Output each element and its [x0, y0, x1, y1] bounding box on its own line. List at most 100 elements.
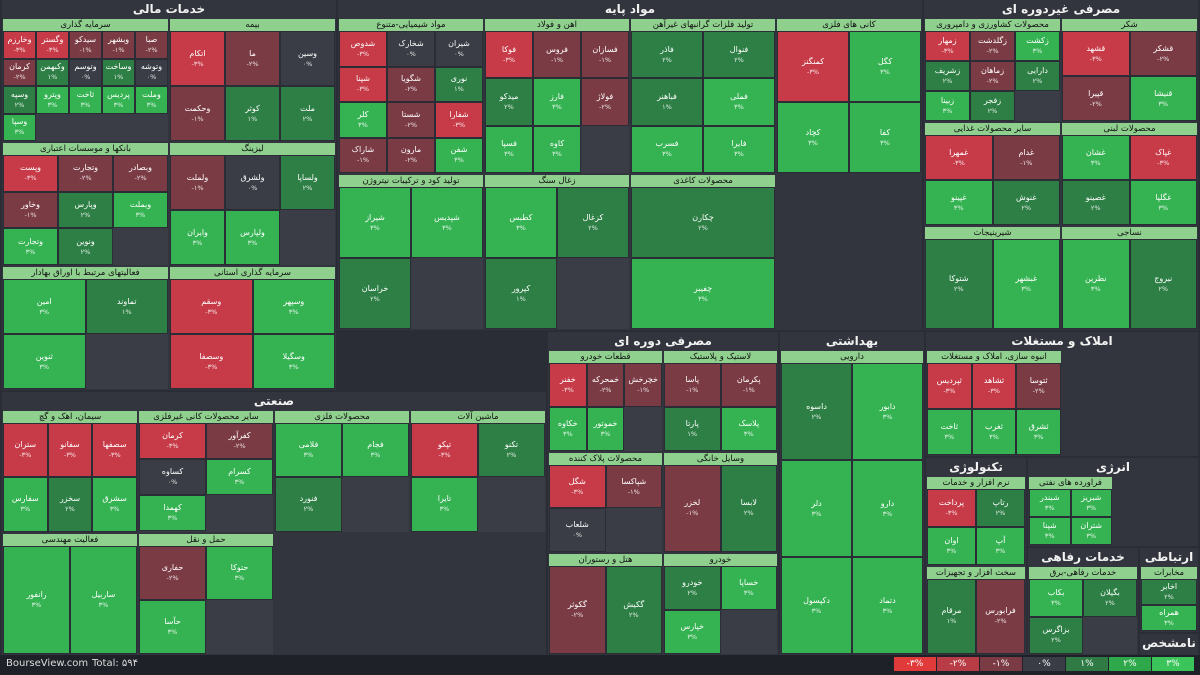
stock-tile[interactable]: شگویا -۲% — [387, 66, 435, 102]
stock-tile[interactable]: کاوه ۳% — [533, 125, 581, 173]
stock-tile[interactable]: وسپهر ۳% — [252, 279, 335, 334]
stock-tile[interactable]: غبشهر ۳% — [992, 239, 1060, 329]
stock-tile[interactable]: فارز ۳% — [533, 78, 581, 126]
stock-tile[interactable]: قشکر -۲% — [1129, 31, 1197, 76]
stock-tile[interactable]: پاسا -۱% — [664, 363, 721, 407]
stock-tile[interactable]: شفارا -۳% — [435, 102, 483, 138]
stock-tile[interactable]: شیراز ۳% — [339, 187, 411, 258]
stock-tile[interactable]: اوان ۳% — [927, 526, 976, 565]
stock-tile[interactable]: اتکام -۳% — [170, 31, 225, 86]
stock-tile[interactable]: کمنگنز -۳% — [777, 31, 849, 102]
stock-tile[interactable]: شپاکسا -۱% — [605, 464, 662, 509]
stock-tile[interactable]: فملی ۳% — [703, 78, 775, 126]
stock-tile[interactable]: بزاگرس ۲% — [1029, 616, 1083, 654]
stock-tile[interactable]: وپست -۳% — [3, 155, 58, 192]
stock-tile[interactable]: وسپه ۲% — [3, 86, 36, 114]
stock-tile[interactable]: پکرمان -۱% — [720, 363, 777, 407]
stock-tile[interactable]: کزغال ۲% — [557, 187, 629, 258]
stock-tile[interactable]: اخابر ۲% — [1141, 579, 1197, 605]
stock-tile[interactable]: ولساپا ۲% — [280, 155, 335, 210]
stock-tile[interactable]: زکشت ۳% — [1015, 31, 1060, 61]
stock-tile[interactable]: وسین ۰% — [280, 31, 335, 86]
stock-tile[interactable]: غپاک -۳% — [1129, 135, 1197, 180]
stock-tile[interactable]: دلر ۳% — [781, 460, 852, 557]
stock-tile[interactable]: وبملت ۳% — [113, 191, 168, 229]
stock-tile[interactable]: کچاد ۳% — [777, 102, 849, 173]
stock-tile[interactable]: فرابورس -۲% — [976, 578, 1025, 654]
stock-tile[interactable]: وتوسم ۰% — [69, 58, 102, 86]
stock-tile[interactable]: وبشهر -۱% — [102, 31, 135, 59]
stock-tile[interactable]: پردیس ۳% — [102, 86, 135, 114]
stock-tile[interactable]: شستا -۲% — [387, 102, 435, 138]
stock-tile[interactable]: سشرق ۳% — [92, 477, 137, 532]
stock-tile[interactable]: رانفور ۳% — [3, 545, 70, 654]
stock-tile[interactable]: کپرور ۱% — [485, 258, 557, 329]
stock-tile[interactable]: تکنو ۲% — [478, 423, 545, 478]
stock-tile[interactable]: ثاخت ۳% — [69, 86, 102, 114]
stock-tile[interactable]: غصینو ۲% — [1062, 180, 1130, 225]
stock-tile[interactable]: دتماد ۳% — [852, 557, 923, 654]
stock-tile[interactable]: فاذر ۲% — [631, 31, 703, 79]
stock-tile[interactable]: فسرب ۳% — [631, 125, 703, 173]
stock-tile[interactable]: سصفها -۳% — [92, 423, 137, 478]
stock-tile[interactable]: کرمان -۳% — [139, 423, 206, 460]
stock-tile[interactable]: قنیشا ۳% — [1129, 76, 1197, 121]
stock-tile[interactable]: وسپا ۳% — [3, 113, 36, 141]
stock-tile[interactable]: پلاسک ۳% — [720, 406, 777, 451]
stock-tile[interactable]: زبینا ۳% — [925, 91, 970, 121]
stock-tile[interactable]: شپنا ۳% — [1029, 517, 1071, 545]
stock-tile[interactable]: سخزر ۲% — [47, 477, 93, 532]
stock-tile[interactable]: کسرام ۳% — [206, 459, 273, 496]
stock-tile[interactable]: شپدیس ۳% — [411, 187, 483, 258]
stock-tile[interactable]: وملت ۳% — [135, 86, 168, 114]
stock-tile[interactable]: فباهنر ۱% — [631, 78, 703, 126]
stock-tile[interactable]: زفجر ۲% — [970, 91, 1015, 121]
stock-tile[interactable]: دابور ۳% — [852, 363, 923, 460]
stock-tile[interactable]: لابسا ۲% — [720, 464, 777, 553]
stock-tile[interactable]: نطرین ۳% — [1062, 239, 1130, 329]
stock-tile[interactable]: کگل ۳% — [849, 31, 921, 102]
stock-tile[interactable]: غمهرا -۳% — [925, 135, 993, 180]
stock-tile[interactable]: کفرآور -۲% — [206, 423, 273, 460]
stock-tile[interactable]: وتجارت -۲% — [58, 155, 113, 192]
stock-tile[interactable]: فولاژ -۲% — [581, 78, 629, 126]
stock-tile[interactable]: وساخت ۱% — [102, 58, 135, 86]
stock-tile[interactable]: وتوشه ۰% — [135, 58, 168, 86]
stock-tile[interactable]: بکاب ۳% — [1029, 579, 1083, 617]
stock-tile[interactable]: کهمدا ۳% — [139, 495, 206, 532]
stock-tile[interactable]: خموتور ۳% — [586, 406, 625, 451]
stock-tile[interactable]: قشهد -۳% — [1062, 31, 1130, 76]
stock-tile[interactable]: زمهار -۳% — [925, 31, 970, 61]
stock-tile[interactable]: کرمان -۲% — [3, 58, 36, 86]
stock-tile[interactable]: ولپارس ۳% — [225, 210, 280, 265]
stock-tile[interactable]: خچرخش -۱% — [624, 363, 662, 407]
stock-tile[interactable]: کلر ۳% — [339, 102, 387, 138]
stock-tile[interactable]: دارایی ۲% — [1015, 61, 1060, 91]
stock-tile[interactable]: قپیرا -۲% — [1062, 76, 1130, 121]
stock-tile[interactable]: فسازان -۱% — [581, 31, 629, 79]
stock-tile[interactable]: شبندر ۳% — [1029, 489, 1071, 517]
stock-tile[interactable]: شخارک ۰% — [387, 31, 435, 67]
stock-tile[interactable]: نبروج ۲% — [1129, 239, 1197, 329]
stock-tile[interactable]: وحکمت -۱% — [170, 86, 225, 141]
stock-tile[interactable]: کفا ۳% — [849, 102, 921, 173]
stock-tile[interactable]: پرداخت -۳% — [927, 489, 976, 527]
stock-tile[interactable]: حفاری -۲% — [139, 545, 206, 600]
stock-tile[interactable]: حآسا ۳% — [139, 599, 206, 654]
stock-tile[interactable]: تماوند ۱% — [85, 279, 168, 334]
stock-tile[interactable]: خمحرکه -۲% — [586, 363, 625, 407]
stock-tile[interactable]: غپینو ۳% — [925, 180, 993, 225]
stock-tile[interactable]: وپترو ۳% — [36, 86, 69, 114]
stock-tile[interactable]: شتران ۳% — [1070, 517, 1112, 545]
stock-tile[interactable]: ما -۲% — [225, 31, 280, 86]
stock-tile[interactable]: ثنوین ۳% — [3, 334, 86, 389]
stock-tile[interactable]: خراسان ۲% — [339, 258, 411, 329]
stock-tile[interactable]: سیدکو -۱% — [69, 31, 102, 59]
stock-tile[interactable]: چفیبر ۳% — [631, 258, 775, 329]
stock-tile[interactable]: کساوه ۰% — [139, 459, 206, 496]
stock-tile[interactable]: خساپا ۳% — [720, 566, 777, 611]
stock-tile[interactable]: شلعاب ۰% — [549, 508, 606, 553]
stock-tile[interactable]: ثاخت ۳% — [927, 409, 972, 455]
stock-tile[interactable]: وخارزم -۳% — [3, 31, 36, 59]
stock-tile[interactable]: وبصادر -۲% — [113, 155, 168, 192]
